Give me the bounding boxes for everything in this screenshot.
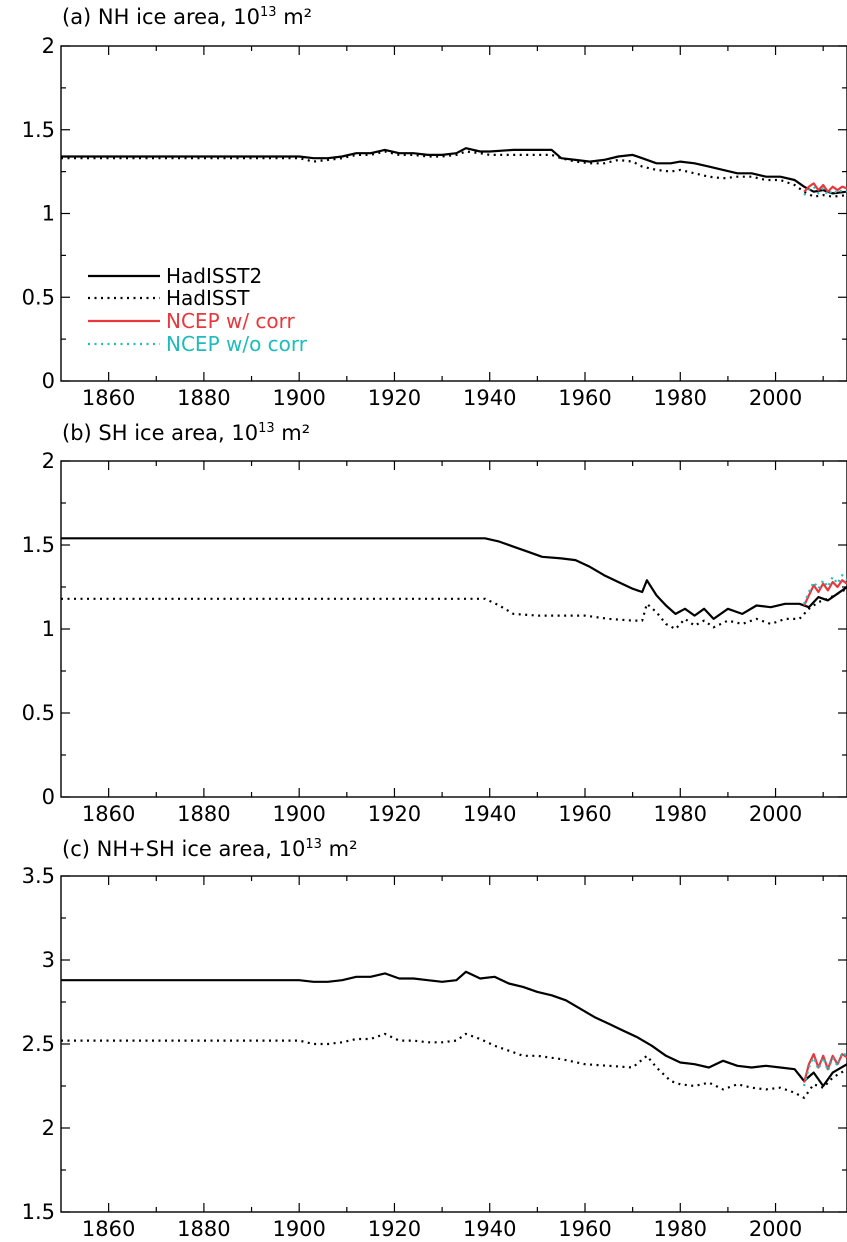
y-tick-label: 2 xyxy=(42,1116,55,1140)
x-tick-label: 1980 xyxy=(654,1217,707,1241)
x-tick-label: 1940 xyxy=(463,1217,516,1241)
x-tick-label: 1860 xyxy=(82,1217,135,1241)
x-tick-label: 1900 xyxy=(272,386,325,410)
panel-1: (a) NH ice area, 1013 m² 0 0.5 1 1.5 2 1860 188… xyxy=(22,5,847,410)
y-tick-label: 1 xyxy=(42,617,55,641)
x-tick-label: 1920 xyxy=(368,1217,421,1241)
x-tick-label: 1920 xyxy=(368,386,421,410)
series-hadisst2 xyxy=(61,970,847,1088)
panel-title-unit: m² xyxy=(277,5,313,29)
panel-title: (c) NH+SH ice area, 1013 m² xyxy=(62,837,358,861)
x-tick-label: 1940 xyxy=(463,386,516,410)
panel-title-prefix: (c) NH+SH ice area, 10 xyxy=(62,837,305,861)
panel-title-exponent: 13 xyxy=(258,421,275,436)
legend-label-ncep_nocorr: NCEP w/o corr xyxy=(166,332,308,356)
y-tick-label: 2.5 xyxy=(22,1032,55,1056)
panel-3: (c) NH+SH ice area, 1013 m² 1.5 2 2.5 3 3.5 18… xyxy=(22,837,847,1241)
y-tick-label: 1.5 xyxy=(22,1200,55,1224)
y-tick-label: 1 xyxy=(42,202,55,226)
x-tick-label: 1880 xyxy=(177,386,230,410)
x-tick-label: 1940 xyxy=(463,802,516,826)
series-hadisst xyxy=(61,150,847,198)
x-tick-label: 2000 xyxy=(749,1217,802,1241)
x-tick-label: 1880 xyxy=(177,802,230,826)
series-ncep_nocorr xyxy=(803,574,847,605)
x-tick-label: 1920 xyxy=(368,802,421,826)
series-hadisst xyxy=(61,1032,847,1099)
legend-label-ncep_corr: NCEP w/ corr xyxy=(166,309,296,333)
legend-label-hadisst: HadISST xyxy=(166,286,250,310)
y-tick-label: 2 xyxy=(42,449,55,473)
x-tick-label: 1960 xyxy=(558,802,611,826)
x-tick-label: 1980 xyxy=(654,802,707,826)
series-ncep_corr xyxy=(803,182,847,193)
y-tick-label: 0.5 xyxy=(22,285,55,309)
series-ncep_corr xyxy=(803,1052,847,1083)
y-tick-label: 0.5 xyxy=(22,701,55,725)
plot-frame xyxy=(60,460,847,798)
y-tick-label: 0 xyxy=(42,785,55,809)
panel-title-exponent: 13 xyxy=(260,5,277,20)
y-tick-label: 0 xyxy=(42,369,55,393)
x-tick-label: 2000 xyxy=(749,802,802,826)
panel-title: (b) SH ice area, 1013 m² xyxy=(62,421,310,445)
x-tick-label: 1960 xyxy=(558,386,611,410)
x-tick-label: 2000 xyxy=(749,386,802,410)
series-ncep_corr xyxy=(803,579,847,606)
y-tick-label: 2 xyxy=(42,34,55,58)
panel-title-prefix: (b) SH ice area, 10 xyxy=(62,421,258,445)
legend-label-hadisst2: HadISST2 xyxy=(166,264,262,288)
series-hadisst2 xyxy=(61,537,847,621)
panel-title-exponent: 13 xyxy=(305,837,322,852)
x-tick-label: 1880 xyxy=(177,1217,230,1241)
x-tick-label: 1960 xyxy=(558,1217,611,1241)
x-tick-label: 1900 xyxy=(272,802,325,826)
plot-frame xyxy=(60,875,847,1213)
x-tick-label: 1900 xyxy=(272,1217,325,1241)
x-tick-label: 1860 xyxy=(82,386,135,410)
y-tick-label: 1.5 xyxy=(22,533,55,557)
x-tick-label: 1860 xyxy=(82,802,135,826)
x-tick-label: 1980 xyxy=(654,386,707,410)
series-hadisst xyxy=(61,587,847,631)
y-tick-label: 1.5 xyxy=(22,118,55,142)
panel-title-unit: m² xyxy=(275,421,311,445)
panel-title: (a) NH ice area, 1013 m² xyxy=(62,5,312,29)
panel-title-prefix: (a) NH ice area, 10 xyxy=(62,5,260,29)
series-hadisst2 xyxy=(61,147,847,195)
y-tick-label: 3.5 xyxy=(22,864,55,888)
panel-title-unit: m² xyxy=(322,837,358,861)
y-tick-label: 3 xyxy=(42,948,55,972)
panel-2: (b) SH ice area, 1013 m² 0 0.5 1 1.5 2 1860 188… xyxy=(22,421,847,826)
